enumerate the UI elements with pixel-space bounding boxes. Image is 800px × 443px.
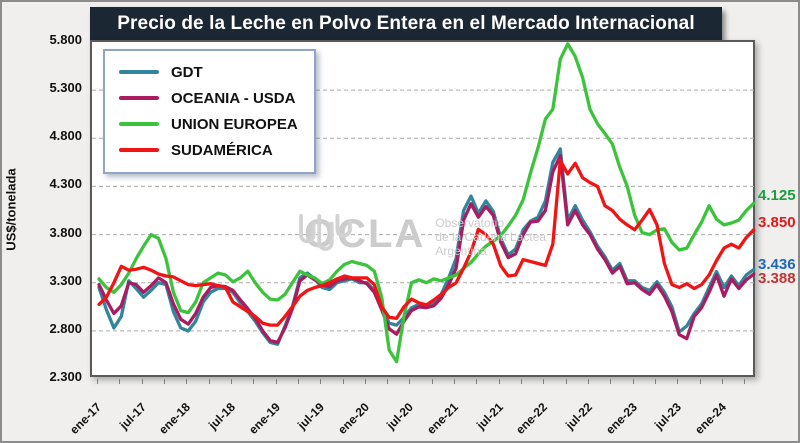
end-label-union-europea: 4.125 (758, 187, 796, 205)
x-tick-label: jul-23 (652, 400, 685, 433)
x-minor-tick (409, 379, 411, 384)
x-minor-tick (208, 379, 210, 384)
x-minor-tick (565, 379, 567, 384)
x-minor-tick (230, 379, 232, 384)
y-axis-title: US$/tonelada (3, 168, 19, 251)
x-minor-tick (677, 379, 679, 384)
x-minor-tick (655, 379, 656, 384)
x-minor-tick (253, 379, 255, 384)
x-minor-tick (543, 379, 545, 384)
legend-label: OCEANIA - USDA (171, 89, 296, 107)
x-tick-label: jul-19 (295, 400, 328, 433)
x-minor-tick (364, 379, 366, 384)
legend-item-gdt: GDT (119, 59, 302, 85)
x-minor-tick (632, 379, 634, 384)
x-minor-tick (498, 379, 500, 384)
y-tick-label: 3.300 (49, 272, 82, 288)
x-minor-tick (97, 379, 98, 384)
series-line-oceania-usda (97, 153, 756, 345)
x-minor-tick (297, 379, 299, 384)
x-minor-tick (454, 379, 456, 384)
x-tick-label: jul-17 (116, 400, 149, 433)
end-label-gdt: 3.436 (758, 255, 796, 273)
legend-swatch (119, 148, 159, 152)
legend-item-oceania-usda: OCEANIA - USDA (119, 85, 302, 111)
y-tick-label: 2.300 (49, 369, 82, 384)
x-tick-label: jul-22 (562, 400, 595, 433)
legend-swatch (119, 122, 159, 126)
y-tick-label: 4.300 (49, 176, 82, 192)
end-label-oceania-usda: 3.388 (758, 270, 796, 288)
series-line-gdt (97, 147, 756, 346)
legend-swatch (119, 96, 159, 100)
x-minor-tick (431, 379, 433, 384)
legend: GDT OCEANIA - USDA UNION EUROPEA SUDAMÉRICA (103, 49, 316, 174)
legend-item-sudam-rica: SUDAMÉRICA (119, 137, 302, 163)
chart-title: Precio de la Leche en Polvo Entera en el… (90, 7, 722, 40)
legend-swatch (119, 70, 159, 74)
x-tick-label: jul-20 (384, 400, 417, 433)
x-tick-label: ene-18 (156, 400, 194, 437)
x-minor-tick (119, 379, 121, 384)
x-tick-label: ene-20 (334, 400, 372, 437)
x-tick-label: ene-21 (424, 400, 462, 437)
x-minor-tick (320, 379, 322, 384)
x-minor-tick (342, 379, 344, 384)
x-minor-tick (186, 379, 188, 384)
x-minor-tick (387, 379, 389, 384)
x-tick-label: ene-24 (692, 400, 729, 437)
y-tick-label: 5.300 (49, 80, 82, 96)
x-tick-label: ene-19 (245, 400, 283, 437)
line-chart (92, 42, 757, 364)
x-minor-tick (275, 379, 277, 384)
end-label-sudam-rica: 3.850 (758, 213, 796, 231)
series-line-sudam-rica (97, 158, 756, 327)
x-tick-label: ene-23 (602, 400, 640, 437)
x-tick-label: ene-17 (67, 400, 104, 437)
x-minor-tick (521, 379, 523, 384)
x-minor-tick (141, 379, 143, 384)
legend-label: SUDAMÉRICA (171, 141, 273, 159)
x-minor-tick (476, 379, 478, 384)
y-tick-label: 5.800 (49, 32, 82, 47)
x-tick-label: ene-22 (513, 400, 551, 437)
x-tick-label: jul-21 (473, 400, 506, 433)
x-minor-tick (744, 379, 746, 384)
series-line-union-europea (97, 42, 756, 364)
x-minor-tick (721, 379, 723, 384)
legend-label: GDT (171, 63, 203, 81)
x-minor-tick (588, 379, 590, 384)
x-minor-tick (610, 379, 612, 384)
legend-item-union-europea: UNION EUROPEA (119, 111, 302, 137)
x-tick-label: jul-18 (205, 400, 238, 433)
x-minor-tick (699, 379, 701, 384)
y-tick-label: 2.800 (49, 320, 82, 336)
y-tick-label: 4.800 (49, 128, 82, 144)
x-minor-tick (163, 379, 165, 384)
y-tick-label: 3.800 (49, 224, 82, 240)
legend-label: UNION EUROPEA (171, 115, 298, 133)
